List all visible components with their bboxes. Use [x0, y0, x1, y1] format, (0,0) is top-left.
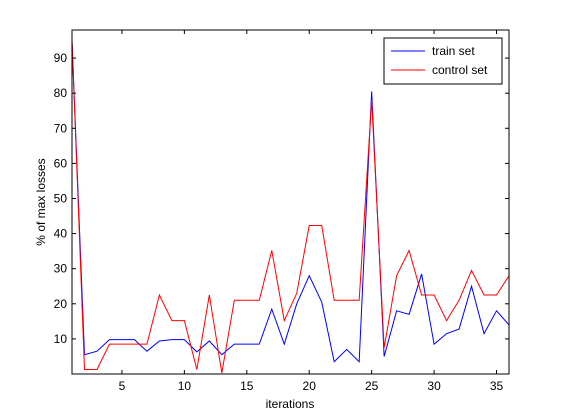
x-tick-label: 20	[303, 379, 317, 393]
y-tick-label: 20	[54, 297, 68, 311]
y-tick-label: 80	[54, 86, 68, 100]
x-tick-label: 10	[178, 379, 192, 393]
legend-label-train-set: train set	[432, 44, 475, 58]
x-axis-label: iterations	[266, 397, 315, 411]
y-tick-label: 50	[54, 191, 68, 205]
x-tick-label: 15	[240, 379, 254, 393]
y-tick-label: 90	[54, 51, 68, 65]
series-layer	[71, 40, 510, 374]
y-tick-label: 40	[54, 227, 68, 241]
y-axis-label: % of max losses	[34, 158, 48, 245]
y-tick-label: 60	[54, 156, 68, 170]
y-axis: 10 20 30 40 50 60 70 80 90	[54, 51, 509, 346]
x-tick-label: 5	[119, 379, 126, 393]
legend-box	[383, 37, 503, 85]
x-axis: 5 10 15 20 25 30 35	[119, 30, 504, 393]
x-tick-label: 25	[365, 379, 379, 393]
y-tick-label: 70	[54, 121, 68, 135]
plot-frame	[71, 29, 510, 375]
x-tick-label: 30	[427, 379, 441, 393]
legend: train set control set	[383, 37, 503, 85]
series-line-control-set	[71, 40, 510, 374]
y-tick-label: 30	[54, 262, 68, 276]
y-tick-label: 10	[54, 332, 68, 346]
x-tick-label: 35	[490, 379, 504, 393]
series-line-train-set	[71, 40, 510, 363]
plot-area	[72, 30, 509, 374]
legend-label-control-set: control set	[432, 63, 488, 77]
